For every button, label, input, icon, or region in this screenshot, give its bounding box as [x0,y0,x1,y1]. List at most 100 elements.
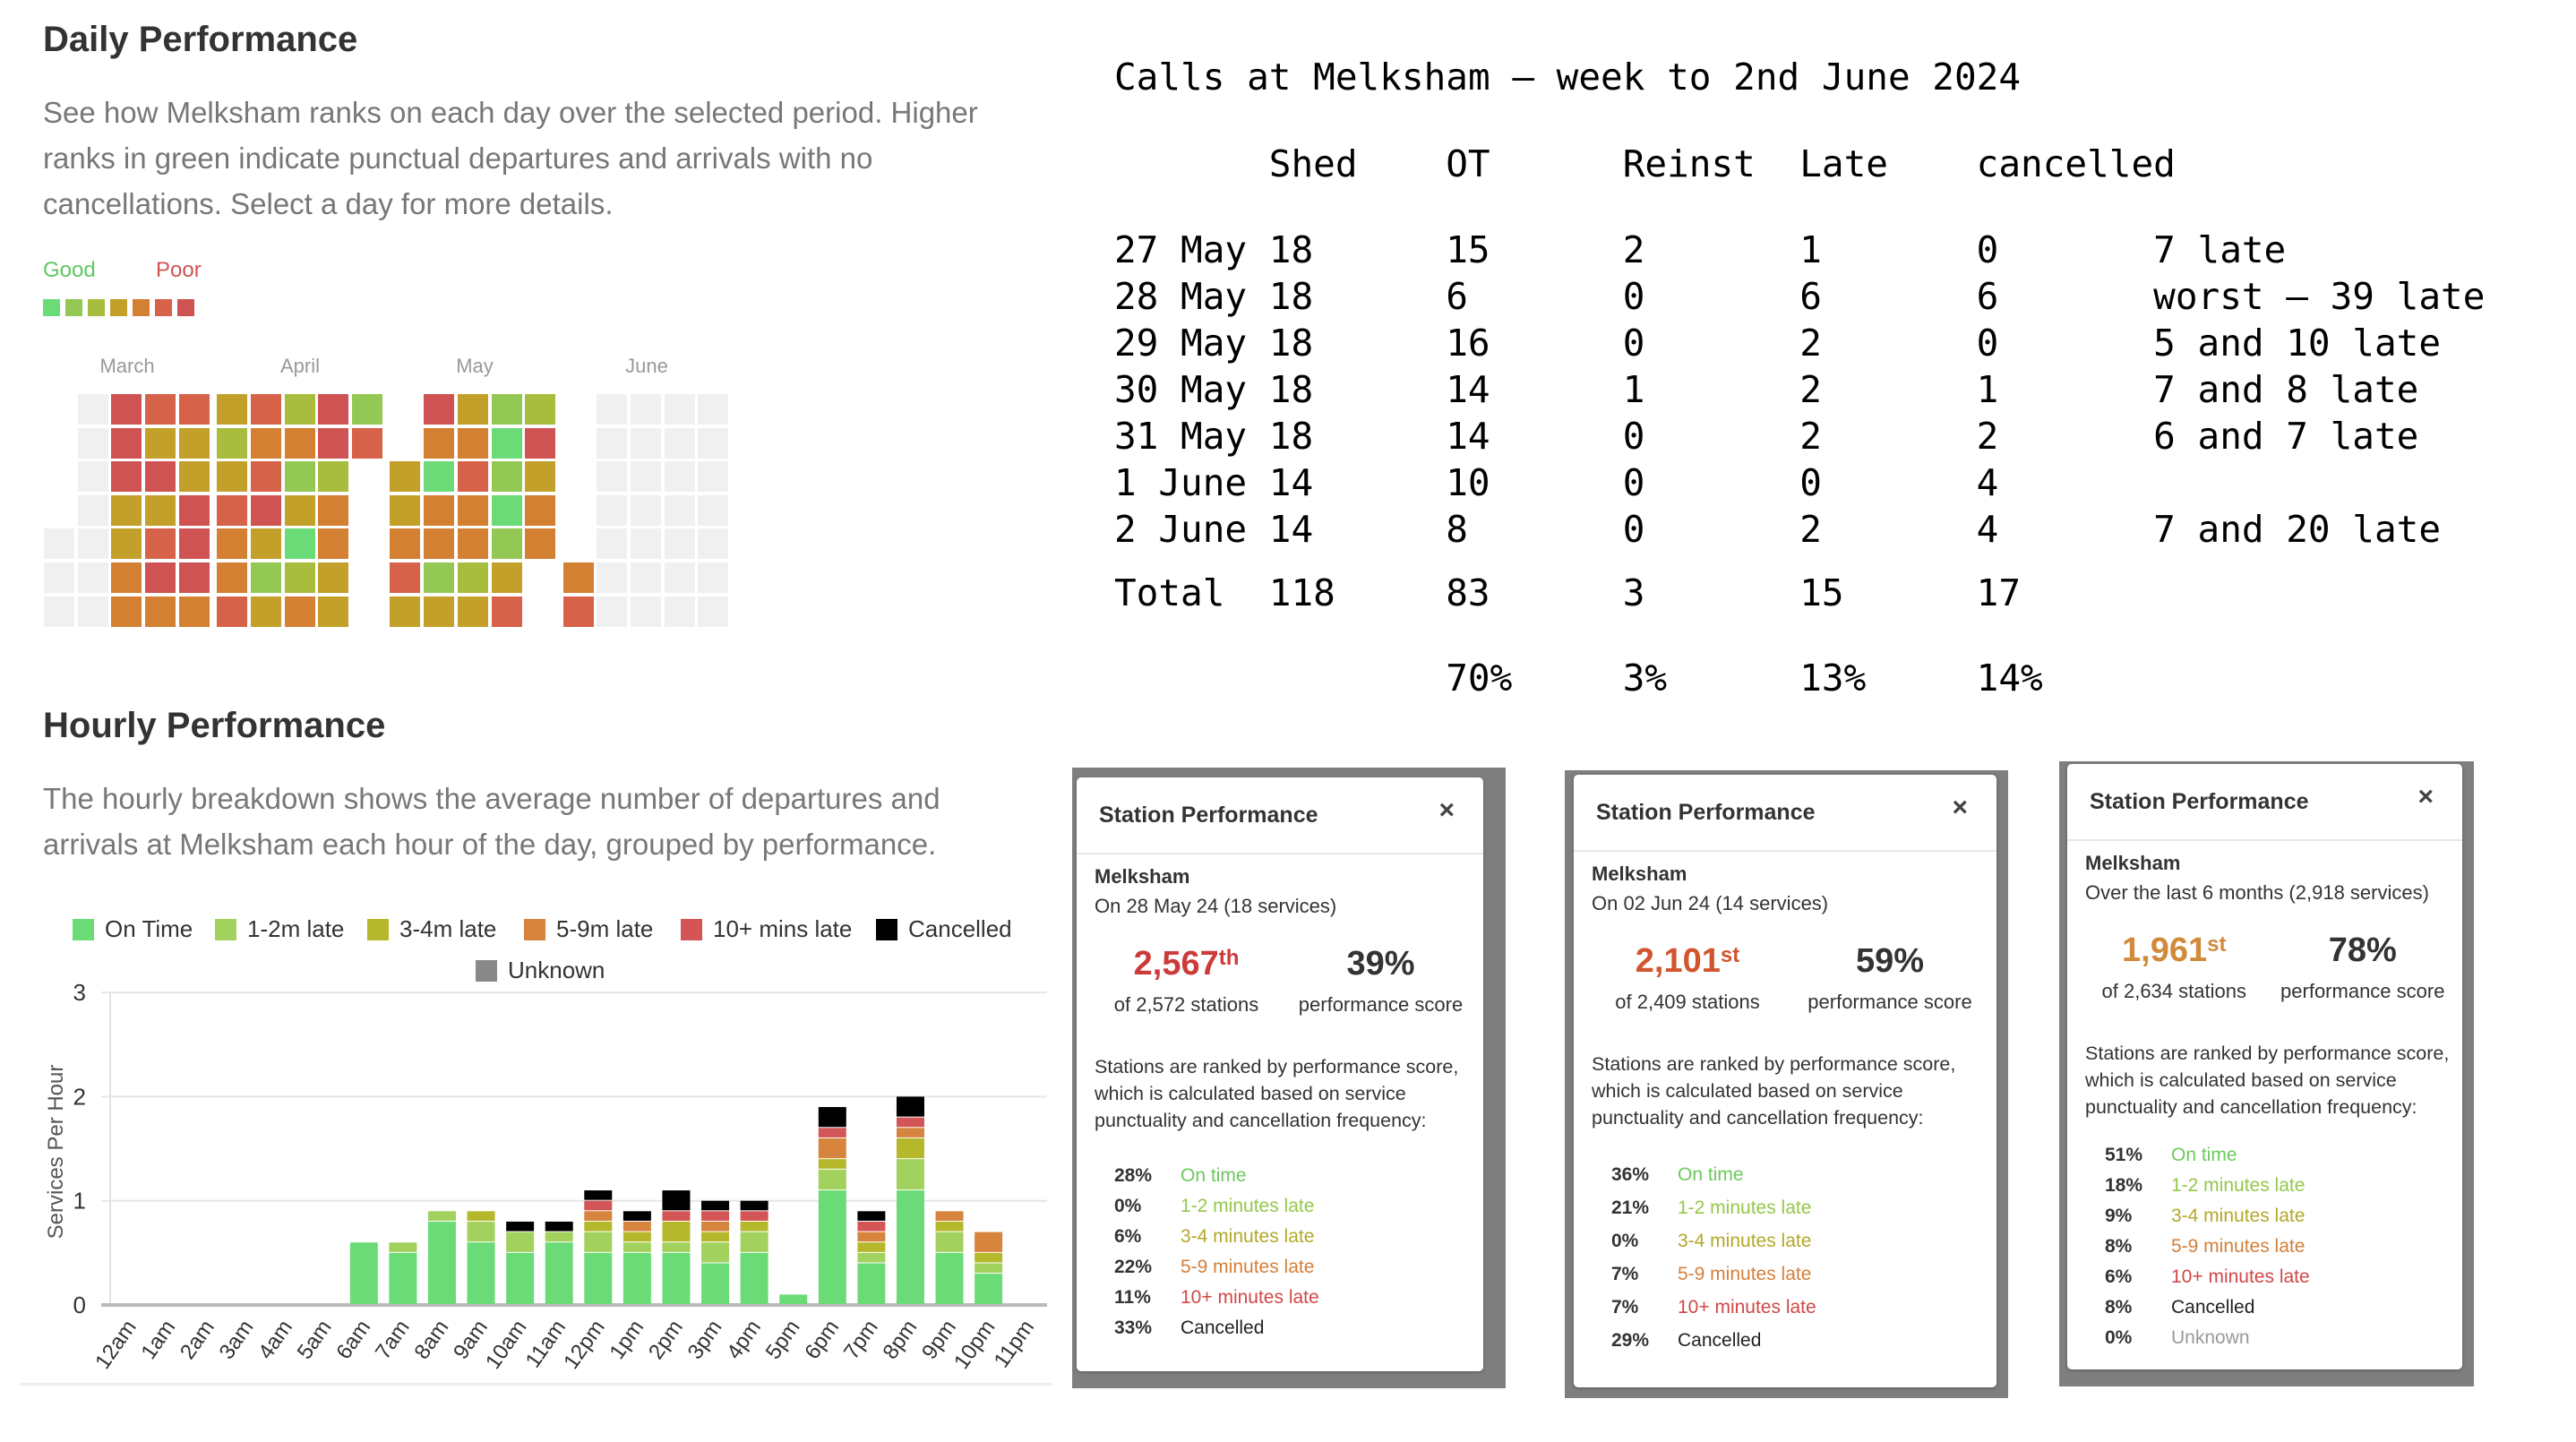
heatmap-day-cell[interactable] [179,461,210,493]
heatmap-day-cell[interactable] [424,596,454,627]
bar-segment-cancelled[interactable] [623,1211,651,1221]
bar-segment-1-2m-late[interactable] [427,1211,456,1221]
bar-segment-3-4m-late[interactable] [975,1252,1003,1263]
heatmap-day-cell[interactable] [424,562,454,593]
bar-segment-on-time[interactable] [584,1252,613,1304]
bar-segment-cancelled[interactable] [584,1190,613,1200]
bar-segment-10-mins-late[interactable] [740,1211,769,1221]
heatmap-day-cell[interactable] [145,394,176,425]
bar-segment-1-2m-late[interactable] [623,1242,651,1252]
bar-segment-1-2m-late[interactable] [506,1232,535,1252]
bar-segment-on-time[interactable] [349,1242,378,1304]
heatmap-day-cell[interactable] [111,427,142,459]
bar-segment-cancelled[interactable] [896,1096,924,1117]
legend-item-1-2m-late[interactable]: 1-2m late [215,915,344,943]
bar-segment-3-4m-late[interactable] [818,1159,846,1169]
heatmap-day-cell[interactable] [525,461,555,493]
bar-segment-10-mins-late[interactable] [584,1200,613,1211]
bar-segment-5-9m-late[interactable] [623,1221,651,1232]
heatmap-day-cell[interactable] [179,528,210,560]
legend-item-unknown[interactable]: Unknown [476,957,605,984]
bar-segment-10-mins-late[interactable] [818,1128,846,1137]
close-icon[interactable]: × [1438,795,1455,825]
bar-segment-on-time[interactable] [506,1252,535,1304]
heatmap-day-cell[interactable] [285,427,315,459]
heatmap-day-cell[interactable] [352,427,382,459]
heatmap-day-cell[interactable] [111,596,142,627]
close-icon[interactable]: × [2417,782,2434,811]
heatmap-day-cell[interactable] [111,461,142,493]
bar-segment-3-4m-late[interactable] [740,1221,769,1232]
heatmap-day-cell[interactable] [111,562,142,593]
heatmap-day-cell[interactable] [217,562,247,593]
heatmap-day-cell[interactable] [179,596,210,627]
heatmap-day-cell[interactable] [458,394,488,425]
bar-segment-1-2m-late[interactable] [857,1252,886,1263]
bar-segment-cancelled[interactable] [701,1200,730,1211]
heatmap-day-cell[interactable] [217,427,247,459]
legend-item-10-mins-late[interactable]: 10+ mins late [681,915,852,943]
bar-segment-1-2m-late[interactable] [818,1169,846,1190]
bar-segment-on-time[interactable] [975,1274,1003,1304]
heatmap-day-cell[interactable] [492,596,522,627]
heatmap-day-cell[interactable] [251,596,281,627]
bar-segment-5-9m-late[interactable] [975,1232,1003,1252]
heatmap-day-cell[interactable] [251,494,281,526]
heatmap-day-cell[interactable] [179,427,210,459]
bar-segment-3-4m-late[interactable] [857,1242,886,1252]
heatmap-day-cell[interactable] [285,596,315,627]
bar-segment-1-2m-late[interactable] [975,1263,1003,1274]
heatmap-day-cell[interactable] [458,596,488,627]
heatmap-day-cell[interactable] [285,461,315,493]
heatmap-day-cell[interactable] [251,427,281,459]
legend-item-5-9m-late[interactable]: 5-9m late [524,915,653,943]
heatmap-day-cell[interactable] [285,562,315,593]
heatmap-day-cell[interactable] [179,394,210,425]
bar-segment-10-mins-late[interactable] [896,1117,924,1128]
heatmap-day-cell[interactable] [251,562,281,593]
bar-segment-cancelled[interactable] [506,1221,535,1232]
bar-segment-1-2m-late[interactable] [389,1242,417,1252]
heatmap-day-cell[interactable] [318,562,348,593]
bar-segment-on-time[interactable] [701,1263,730,1304]
bar-segment-on-time[interactable] [818,1190,846,1304]
heatmap-day-cell[interactable] [458,528,488,560]
heatmap-day-cell[interactable] [352,394,382,425]
heatmap-day-cell[interactable] [458,461,488,493]
heatmap-day-cell[interactable] [251,461,281,493]
heatmap-day-cell[interactable] [525,494,555,526]
heatmap-day-cell[interactable] [390,494,420,526]
heatmap-day-cell[interactable] [251,528,281,560]
bar-segment-3-4m-late[interactable] [701,1232,730,1242]
heatmap-day-cell[interactable] [318,494,348,526]
bar-segment-cancelled[interactable] [857,1211,886,1221]
heatmap-day-cell[interactable] [390,528,420,560]
bar-segment-cancelled[interactable] [740,1200,769,1211]
heatmap-day-cell[interactable] [424,494,454,526]
bar-segment-5-9m-late[interactable] [818,1137,846,1159]
heatmap-day-cell[interactable] [179,494,210,526]
heatmap-day-cell[interactable] [318,394,348,425]
heatmap-day-cell[interactable] [492,562,522,593]
legend-item-3-4m-late[interactable]: 3-4m late [367,915,496,943]
heatmap-day-cell[interactable] [563,562,594,593]
heatmap-day-cell[interactable] [318,596,348,627]
bar-segment-on-time[interactable] [623,1252,651,1304]
legend-item-on-time[interactable]: On Time [73,915,193,943]
bar-segment-1-2m-late[interactable] [896,1159,924,1190]
legend-item-cancelled[interactable]: Cancelled [876,915,1012,943]
bar-segment-3-4m-late[interactable] [584,1221,613,1232]
heatmap-day-cell[interactable] [145,494,176,526]
heatmap-day-cell[interactable] [318,427,348,459]
heatmap-day-cell[interactable] [424,461,454,493]
bar-segment-5-9m-late[interactable] [701,1221,730,1232]
heatmap-day-cell[interactable] [390,562,420,593]
heatmap-day-cell[interactable] [145,427,176,459]
heatmap-day-cell[interactable] [285,528,315,560]
heatmap-day-cell[interactable] [390,596,420,627]
heatmap-day-cell[interactable] [424,427,454,459]
heatmap-day-cell[interactable] [424,394,454,425]
bar-segment-3-4m-late[interactable] [662,1221,691,1242]
bar-segment-5-9m-late[interactable] [584,1211,613,1221]
bar-segment-5-9m-late[interactable] [935,1211,964,1221]
